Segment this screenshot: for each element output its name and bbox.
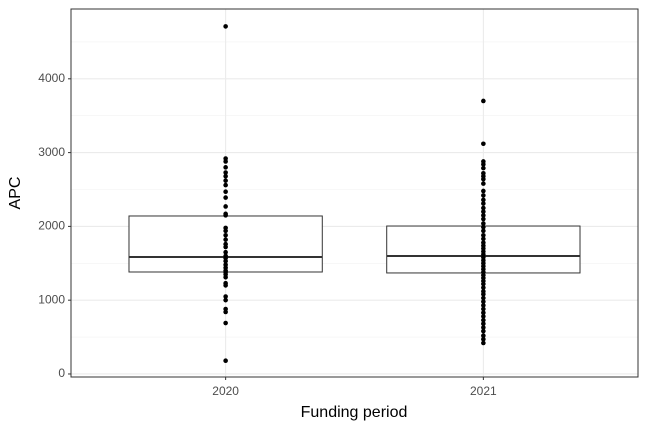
grid bbox=[71, 9, 638, 377]
point bbox=[481, 197, 486, 203]
point bbox=[223, 297, 228, 303]
x-tick-label: 2020 bbox=[212, 384, 239, 398]
point bbox=[481, 232, 486, 238]
x-axis-title: Funding period bbox=[301, 404, 408, 421]
point bbox=[481, 224, 486, 230]
point bbox=[223, 232, 228, 238]
point bbox=[223, 165, 228, 170]
point bbox=[481, 333, 486, 338]
y-axis-title: APC bbox=[7, 177, 24, 210]
point bbox=[481, 181, 486, 186]
point bbox=[223, 249, 228, 255]
point bbox=[223, 237, 228, 242]
point bbox=[223, 182, 228, 188]
point bbox=[223, 283, 228, 288]
y-tick-label: 4000 bbox=[38, 71, 65, 85]
x-tick-label: 2021 bbox=[470, 384, 497, 398]
point bbox=[481, 193, 486, 198]
y-tick-label: 2000 bbox=[38, 219, 65, 233]
point bbox=[223, 244, 228, 250]
point bbox=[481, 336, 486, 342]
point bbox=[481, 310, 486, 316]
point bbox=[223, 189, 228, 195]
point bbox=[223, 294, 228, 299]
point bbox=[481, 209, 486, 214]
marks bbox=[128, 24, 581, 363]
point bbox=[481, 317, 486, 323]
point bbox=[481, 221, 486, 226]
point bbox=[481, 340, 486, 346]
y-tick-label: 3000 bbox=[38, 145, 65, 159]
point bbox=[481, 162, 486, 167]
point bbox=[223, 24, 228, 29]
point bbox=[481, 325, 486, 330]
point bbox=[481, 321, 486, 327]
point bbox=[223, 228, 228, 234]
point bbox=[481, 299, 486, 304]
point bbox=[223, 275, 228, 280]
point bbox=[481, 141, 486, 147]
point bbox=[481, 216, 486, 222]
point bbox=[481, 98, 486, 104]
point bbox=[481, 176, 486, 182]
point bbox=[481, 314, 486, 319]
point bbox=[481, 165, 486, 171]
point bbox=[223, 213, 228, 218]
point bbox=[481, 213, 486, 218]
point bbox=[223, 159, 228, 164]
point bbox=[481, 188, 486, 194]
point bbox=[481, 236, 486, 242]
y-tick-label: 0 bbox=[58, 366, 65, 380]
point bbox=[481, 306, 486, 312]
point bbox=[481, 303, 486, 308]
point bbox=[481, 205, 486, 211]
point bbox=[481, 328, 486, 334]
point bbox=[223, 173, 228, 179]
point bbox=[223, 170, 228, 175]
y-tick-label: 1000 bbox=[38, 292, 65, 306]
point bbox=[481, 228, 486, 234]
point bbox=[481, 295, 486, 301]
point bbox=[223, 358, 228, 363]
point bbox=[481, 201, 486, 206]
point bbox=[223, 309, 228, 315]
point bbox=[481, 291, 486, 297]
point bbox=[481, 281, 486, 287]
point bbox=[481, 285, 486, 290]
point bbox=[223, 258, 228, 264]
panel-border bbox=[70, 8, 639, 378]
point bbox=[223, 178, 228, 183]
point bbox=[223, 204, 228, 209]
point bbox=[223, 320, 228, 326]
point bbox=[223, 195, 228, 200]
